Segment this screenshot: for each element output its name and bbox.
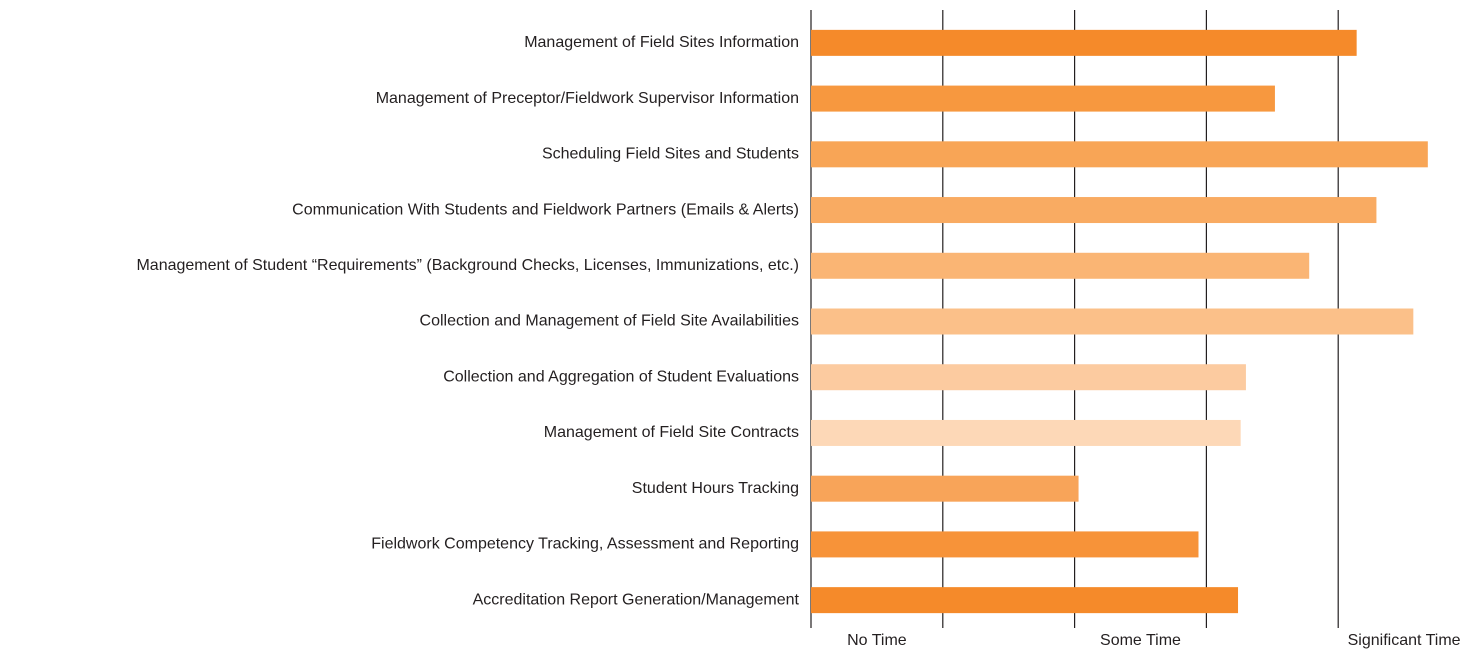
y-tick-label: Collection and Management of Field Site … <box>420 313 799 330</box>
y-tick-label: Management of Preceptor/Fieldwork Superv… <box>376 90 799 107</box>
bar <box>811 419 1241 446</box>
y-tick-label: Management of Student “Requirements” (Ba… <box>136 257 799 274</box>
bar <box>811 29 1357 56</box>
x-tick-label: No Time <box>847 632 907 649</box>
y-tick-label: Scheduling Field Sites and Students <box>542 146 799 163</box>
y-tick-label: Management of Field Sites Information <box>524 34 799 51</box>
y-tick-label: Student Hours Tracking <box>632 480 799 497</box>
y-tick-label: Fieldwork Competency Tracking, Assessmen… <box>371 536 799 553</box>
y-tick-label: Accreditation Report Generation/Manageme… <box>473 591 800 608</box>
x-tick-label: Significant Time <box>1348 632 1461 649</box>
bar <box>811 141 1428 168</box>
y-tick-label: Management of Field Site Contracts <box>544 424 799 441</box>
bar <box>811 531 1199 558</box>
bar <box>811 587 1239 614</box>
bar <box>811 85 1275 112</box>
y-tick-label: Communication With Students and Fieldwor… <box>292 201 799 218</box>
x-tick-label: Some Time <box>1100 632 1181 649</box>
bar <box>811 197 1377 224</box>
y-tick-label: Collection and Aggregation of Student Ev… <box>443 368 799 385</box>
bar <box>811 364 1246 391</box>
bar <box>811 252 1310 279</box>
bar <box>811 308 1414 335</box>
bar <box>811 475 1079 502</box>
